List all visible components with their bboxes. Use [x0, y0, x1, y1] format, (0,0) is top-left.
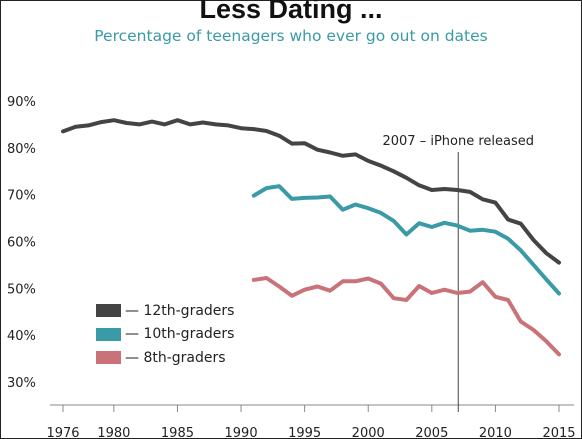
x-tick-label-1980: 1980	[97, 426, 130, 439]
series-line-8th-graders	[251, 276, 561, 357]
x-tick-label-1995: 1995	[288, 426, 321, 439]
x-tick-label-2010: 2010	[479, 426, 512, 439]
x-tick-label-2005: 2005	[415, 426, 448, 439]
annotation-label: 2007 – iPhone released	[382, 134, 534, 149]
x-tick-label-2015: 2015	[542, 426, 575, 439]
series-line-10th-graders	[251, 184, 561, 296]
series-line-12th-graders	[61, 118, 561, 265]
legend-swatch-10th-graders	[96, 327, 121, 341]
legend-item-10th-graders: — 10th-graders	[96, 323, 234, 347]
legend-label-12th-graders: — 12th-graders	[125, 302, 235, 319]
y-tick-label-90: 90%	[7, 95, 36, 110]
legend-swatch-12th-graders	[96, 304, 121, 318]
chart-title: Less Dating ...	[199, 0, 383, 24]
y-tick-label-40: 40%	[7, 329, 36, 344]
x-tick-label-2000: 2000	[352, 426, 385, 439]
y-tick-label-60: 60%	[7, 236, 36, 251]
y-tick-label-80: 80%	[7, 142, 36, 157]
legend-label-8th-graders: — 8th-graders	[125, 349, 226, 366]
legend-item-12th-graders: — 12th-graders	[96, 299, 234, 323]
y-tick-label-50: 50%	[7, 282, 36, 297]
x-tick-label-1976: 1976	[46, 426, 79, 439]
x-tick-label-1990: 1990	[225, 426, 258, 439]
legend-swatch-8th-graders	[96, 351, 121, 365]
y-tick-label-70: 70%	[7, 189, 36, 204]
x-tick-label-1985: 1985	[161, 426, 194, 439]
y-tick-label-30: 30%	[7, 376, 36, 391]
legend-label-10th-graders: — 10th-graders	[125, 326, 235, 343]
legend-item-8th-graders: — 8th-graders	[96, 346, 234, 370]
chart-subtitle: Percentage of teenagers who ever go out …	[94, 27, 488, 45]
chart-legend: — 12th-graders — 10th-graders — 8th-grad…	[96, 299, 234, 370]
